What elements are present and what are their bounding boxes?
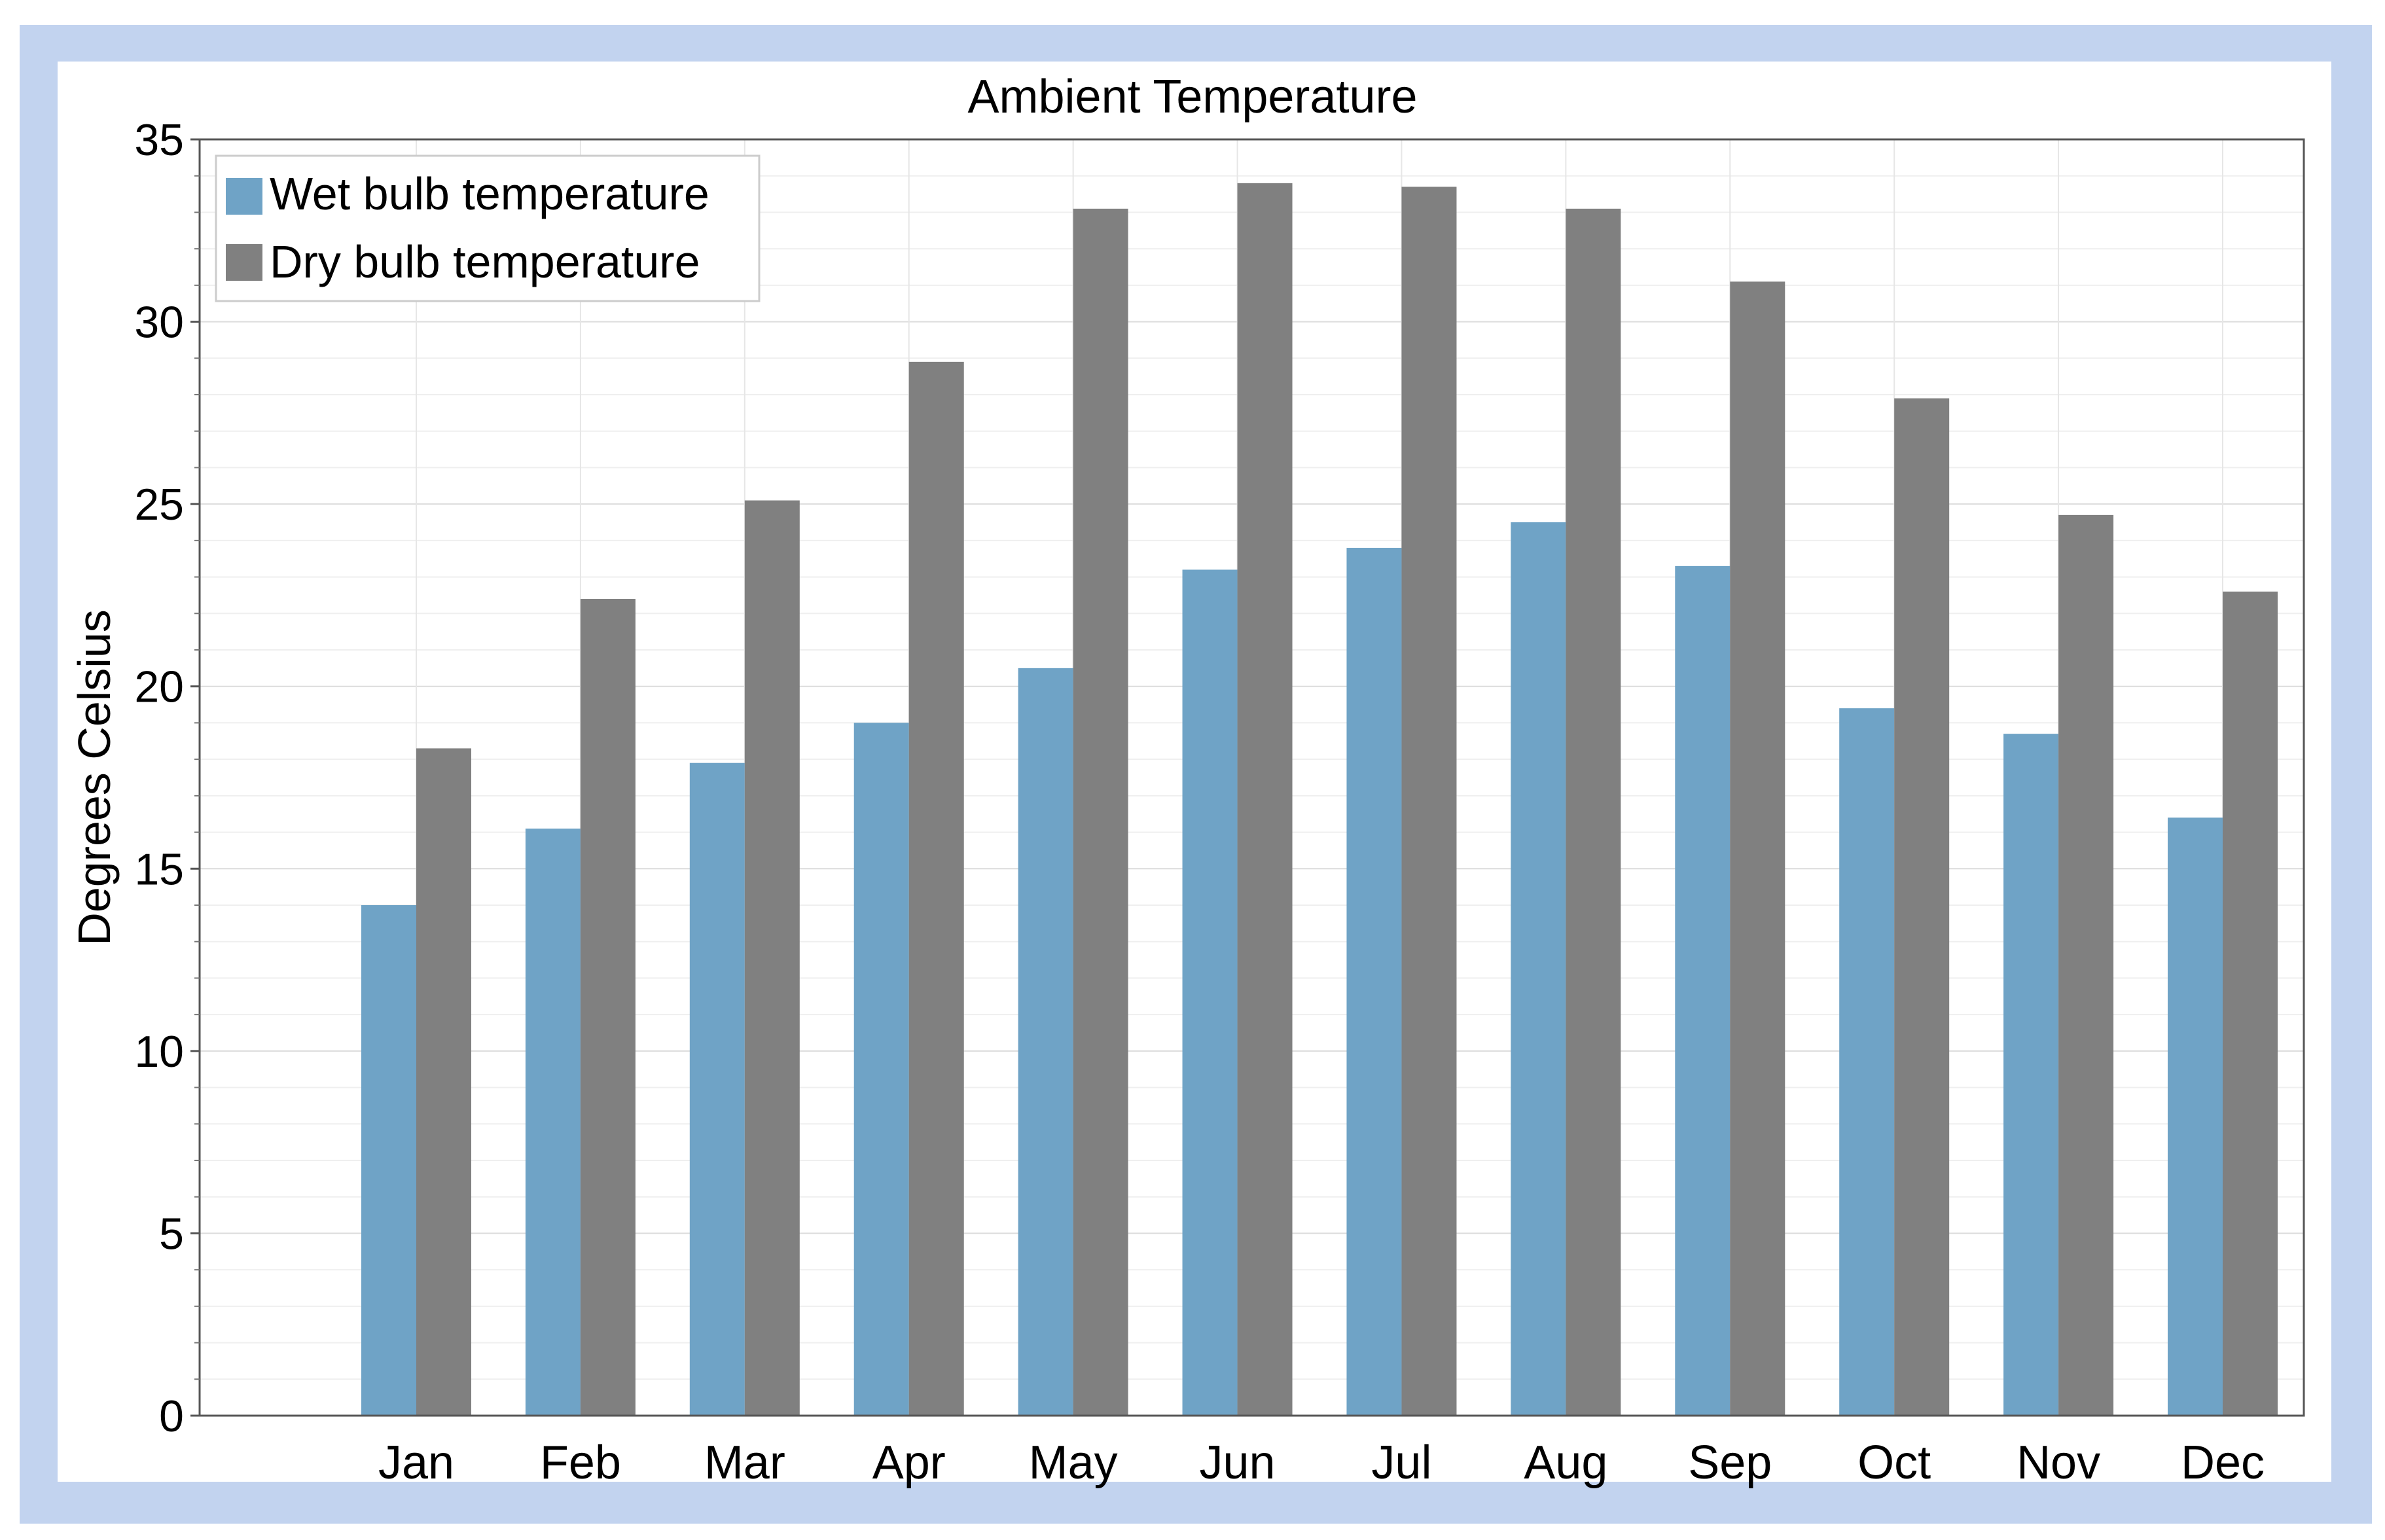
bar-dry-bulb	[744, 500, 800, 1416]
bar-wet-bulb	[689, 762, 745, 1416]
bar-dry-bulb	[1073, 208, 1128, 1416]
bar-wet-bulb	[525, 829, 581, 1416]
y-tick-label: 25	[134, 480, 184, 529]
legend-label-dry: Dry bulb temperature	[270, 236, 700, 287]
y-tick-label: 20	[134, 662, 184, 712]
x-tick-label: Jun	[1199, 1437, 1275, 1489]
x-tick-label: Jul	[1371, 1437, 1431, 1489]
bar-wet-bulb	[1839, 708, 1895, 1416]
bar-wet-bulb	[853, 723, 909, 1416]
bar-wet-bulb	[1018, 668, 1073, 1416]
y-tick-label: 15	[134, 844, 184, 894]
legend-label-wet: Wet bulb temperature	[270, 168, 709, 219]
bar-dry-bulb	[2058, 514, 2114, 1416]
bars	[361, 183, 2278, 1416]
legend-swatch-wet	[226, 178, 262, 215]
plot-area-border	[198, 138, 2305, 1417]
x-tick-label: Nov	[2017, 1437, 2100, 1489]
x-axis-ticks: Jan Feb Mar Apr May Jun Jul Aug Sep Oct Nov Dec	[378, 1437, 2265, 1489]
bar-wet-bulb	[361, 905, 416, 1416]
bar-wet-bulb	[1182, 569, 1238, 1416]
legend-swatch-dry	[226, 244, 262, 281]
y-axis-label: Degrees Celsius	[69, 609, 120, 946]
y-tick-label: 10	[134, 1027, 184, 1077]
bar-dry-bulb	[1401, 187, 1457, 1416]
x-tick-label: Dec	[2181, 1437, 2265, 1489]
y-tick-label: 5	[159, 1209, 184, 1259]
bar-wet-bulb	[1346, 548, 1402, 1416]
x-tick-label: Sep	[1688, 1437, 1772, 1489]
x-tick-label: Aug	[1524, 1437, 1607, 1489]
chart-title: Ambient Temperature	[967, 71, 1417, 123]
x-tick-label: Oct	[1857, 1437, 1931, 1489]
y-axis-ticks: 0 5 10 15 20 25 30 35	[134, 115, 200, 1441]
legend-box	[215, 154, 761, 302]
bar-dry-bulb	[1730, 281, 1785, 1416]
x-tick-label: Apr	[872, 1437, 946, 1489]
x-tick-label: Jan	[378, 1437, 454, 1489]
y-tick-label: 35	[134, 115, 184, 165]
bar-dry-bulb	[580, 599, 636, 1416]
y-tick-label: 0	[159, 1391, 184, 1441]
bar-dry-bulb	[416, 748, 471, 1416]
bar-wet-bulb	[2003, 734, 2059, 1416]
legend: Wet bulb temperature Dry bulb temperatur…	[215, 154, 761, 302]
bar-wet-bulb	[1511, 522, 1566, 1416]
x-tick-label: Mar	[704, 1437, 785, 1489]
x-tick-label: May	[1029, 1437, 1118, 1489]
bar-wet-bulb	[2168, 817, 2223, 1416]
bar-dry-bulb	[1237, 183, 1293, 1416]
bar-dry-bulb	[2223, 591, 2278, 1416]
y-tick-label: 30	[134, 298, 184, 348]
x-tick-label: Feb	[540, 1437, 621, 1489]
bar-dry-bulb	[1894, 398, 1950, 1416]
bar-dry-bulb	[1566, 208, 1621, 1416]
bar-wet-bulb	[1675, 565, 1730, 1416]
bar-dry-bulb	[908, 361, 964, 1416]
